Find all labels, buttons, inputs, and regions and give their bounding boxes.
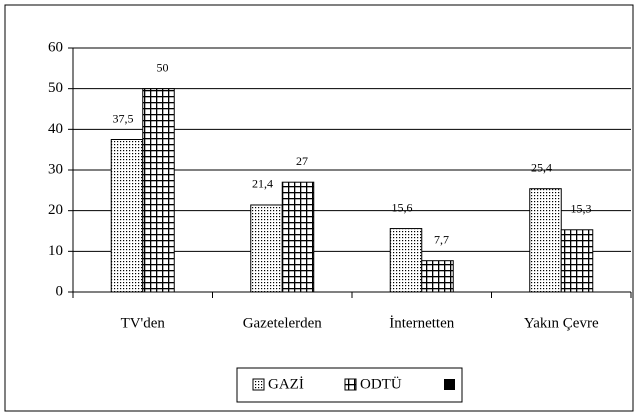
bar [529, 188, 562, 293]
legend-swatch [344, 378, 357, 391]
bar [250, 204, 283, 293]
y-tick-label: 60 [48, 39, 63, 55]
legend-label: GAZİ [268, 376, 304, 392]
value-label: 50 [157, 60, 169, 74]
bar [281, 181, 315, 293]
legend-swatch [252, 378, 265, 391]
chart-border [4, 4, 634, 412]
x-tick-label: Gazetelerden [243, 315, 323, 331]
y-tick-label: 0 [56, 283, 64, 299]
value-label: 27 [296, 154, 308, 168]
bar [389, 228, 423, 293]
x-tick-label: Yakın Çevre [524, 315, 599, 331]
y-tick-label: 40 [48, 121, 63, 137]
bar [110, 139, 144, 293]
value-label: 15,3 [571, 202, 592, 216]
y-tick-label: 20 [48, 202, 63, 218]
bar [560, 229, 594, 293]
x-tick-label: İnternetten [389, 315, 454, 331]
legend-label: ODTÜ [360, 375, 402, 392]
value-label: 15,6 [392, 200, 413, 214]
legend-swatch [444, 379, 455, 390]
y-tick-label: 30 [48, 161, 63, 177]
legend: GAZİ ODTÜ [236, 367, 463, 403]
value-label: 37,5 [113, 111, 134, 125]
bar [142, 88, 175, 293]
y-tick-label: 50 [48, 80, 63, 96]
value-label: 21,4 [252, 177, 273, 191]
value-label: 7,7 [434, 232, 449, 246]
x-tick-label: TV'den [121, 315, 166, 331]
y-tick-label: 10 [48, 243, 63, 259]
value-label: 25,4 [531, 160, 552, 174]
bar [421, 260, 454, 293]
